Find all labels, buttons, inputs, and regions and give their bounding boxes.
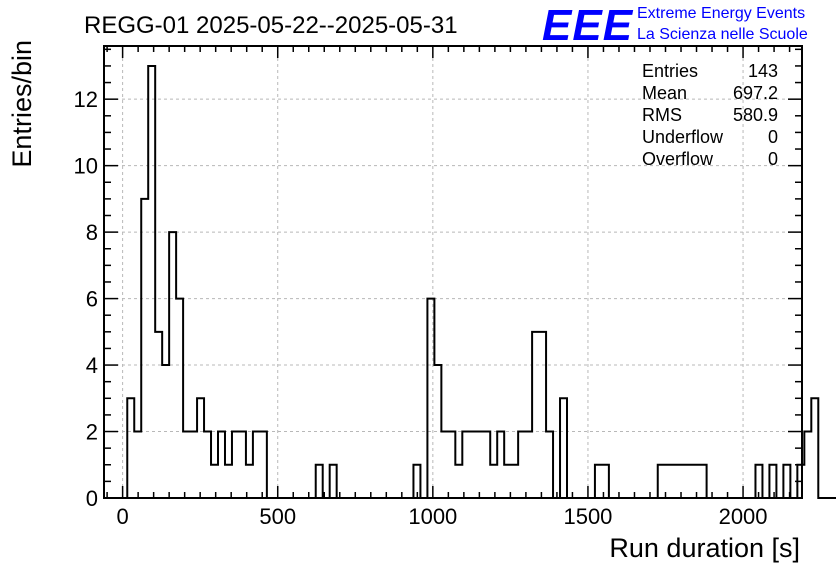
stats-value: 0 bbox=[768, 127, 778, 147]
stats-value: 0 bbox=[768, 149, 778, 169]
x-tick-label: 1000 bbox=[408, 504, 457, 529]
y-tick-label: 0 bbox=[86, 486, 98, 511]
stats-value: 580.9 bbox=[733, 105, 778, 125]
stats-value: 697.2 bbox=[733, 83, 778, 103]
y-axis-label: Entries/bin bbox=[7, 40, 37, 168]
stats-row-rms: RMS 580.9 bbox=[642, 105, 778, 125]
y-tick-labels: 0 2 4 6 8 10 12 bbox=[74, 87, 98, 511]
y-tick-label: 10 bbox=[74, 154, 98, 179]
stats-row-underflow: Underflow 0 bbox=[642, 127, 778, 147]
stats-label: Overflow bbox=[642, 149, 714, 169]
y-tick-label: 2 bbox=[86, 420, 98, 445]
x-tick-label: 2000 bbox=[719, 504, 768, 529]
x-tick-label: 0 bbox=[116, 504, 128, 529]
stats-label: Entries bbox=[642, 61, 698, 81]
stats-row-mean: Mean 697.2 bbox=[642, 83, 778, 103]
y-tick-label: 8 bbox=[86, 220, 98, 245]
grid-lines bbox=[104, 46, 802, 498]
x-axis-label: Run duration [s] bbox=[609, 533, 800, 563]
x-tick-label: 500 bbox=[259, 504, 296, 529]
x-tick-labels: 0 500 1000 1500 2000 bbox=[116, 504, 767, 529]
histogram-series-line bbox=[126, 64, 836, 499]
axis-ticks bbox=[104, 46, 802, 499]
stats-label: RMS bbox=[642, 105, 682, 125]
stats-label: Underflow bbox=[642, 127, 724, 147]
chart-title: REGG-01 2025-05-22--2025-05-31 bbox=[84, 12, 458, 39]
eee-logo-line1: Extreme Energy Events bbox=[637, 5, 805, 22]
plot-frame bbox=[103, 45, 803, 499]
y-tick-label: 12 bbox=[74, 87, 98, 112]
eee-logo-mark: EEE bbox=[542, 1, 634, 50]
stats-value: 143 bbox=[748, 61, 778, 81]
stats-label: Mean bbox=[642, 83, 687, 103]
stats-row-overflow: Overflow 0 bbox=[642, 149, 778, 169]
y-tick-label: 4 bbox=[86, 353, 98, 378]
stats-row-entries: Entries 143 bbox=[642, 61, 778, 81]
eee-logo-line2: La Scienza nelle Scuole bbox=[637, 26, 808, 43]
y-tick-label: 6 bbox=[86, 287, 98, 312]
stats-box: Entries 143 Mean 697.2 RMS 580.9 Underfl… bbox=[642, 61, 778, 169]
eee-logo: EEE Extreme Energy Events La Scienza nel… bbox=[542, 1, 808, 50]
x-tick-label: 1500 bbox=[563, 504, 612, 529]
